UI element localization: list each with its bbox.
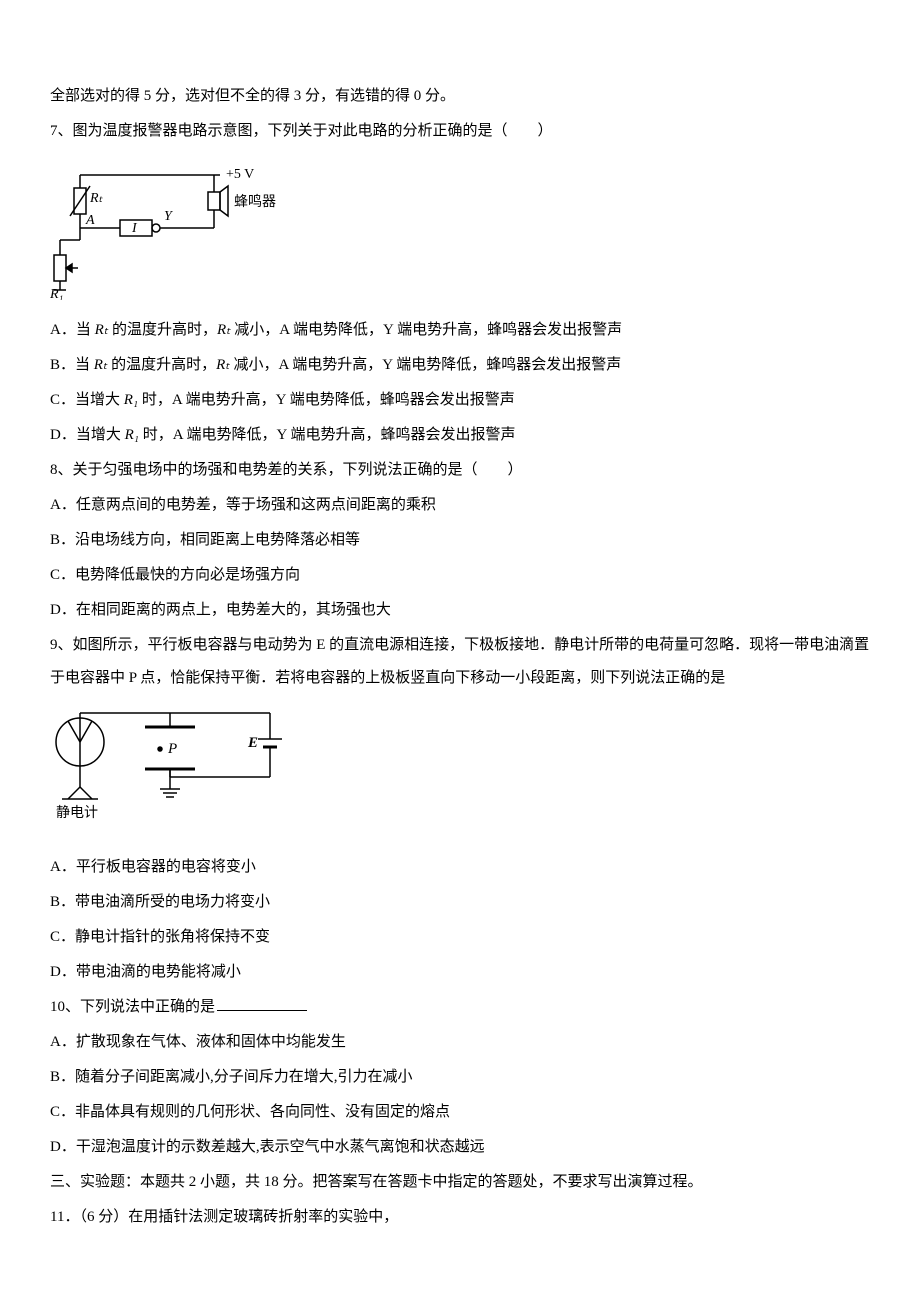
label-5v: +5 V [226,167,254,182]
q9-figure: P E 静电计 [50,707,870,837]
q7-figure: +5 V 蜂鸣器 Rₜ A Y I R₁ [50,160,870,300]
q10-option-c: C．非晶体具有规则的几何形状、各向同性、没有固定的熔点 [50,1096,870,1129]
q9-option-b: B．带电油滴所受的电场力将变小 [50,886,870,919]
q8-option-a: A．任意两点间的电势差，等于场强和这两点间距离的乘积 [50,489,870,522]
label-gate: I [131,221,138,236]
q9-stem: 9、如图所示，平行板电容器与电动势为 E 的直流电源相连接，下极板接地．静电计所… [50,629,870,695]
section-3-heading: 三、实验题：本题共 2 小题，共 18 分。把答案写在答题卡中指定的答题处，不要… [50,1166,870,1199]
label-e: E [247,735,258,751]
q10-blank [217,997,307,1011]
q7-option-b: B．当 Rₜ 的温度升高时，Rₜ 减小，A 端电势升高，Y 端电势降低，蜂鸣器会… [50,349,870,382]
q7-option-c: C．当增大 R₁ 时，A 端电势升高，Y 端电势降低，蜂鸣器会发出报警声 [50,384,870,417]
q7-option-d: D．当增大 R₁ 时，A 端电势降低，Y 端电势升高，蜂鸣器会发出报警声 [50,419,870,452]
intro-text: 全部选对的得 5 分，选对但不全的得 3 分，有选错的得 0 分。 [50,80,870,113]
label-a: A [85,213,95,228]
label-y: Y [164,209,174,224]
q8-option-d: D．在相同距离的两点上，电势差大的，其场强也大 [50,594,870,627]
q9-option-c: C．静电计指针的张角将保持不变 [50,921,870,954]
label-r1: R₁ [50,287,63,300]
label-p: P [167,741,177,757]
label-electrometer: 静电计 [56,805,98,821]
q10-option-d: D．干湿泡温度计的示数差越大,表示空气中水蒸气离饱和状态越远 [50,1131,870,1164]
q11-stem: 11．（6 分）在用插针法测定玻璃砖折射率的实验中， [50,1201,870,1234]
q8-option-c: C．电势降低最快的方向必是场强方向 [50,559,870,592]
q10-option-a: A．扩散现象在气体、液体和固体中均能发生 [50,1026,870,1059]
q10-stem: 10、下列说法中正确的是 [50,991,870,1024]
q7-stem: 7、图为温度报警器电路示意图，下列关于对此电路的分析正确的是（ ） [50,115,870,148]
q8-stem: 8、关于匀强电场中的场强和电势差的关系，下列说法正确的是（ ） [50,454,870,487]
q8-option-b: B．沿电场线方向，相同距离上电势降落必相等 [50,524,870,557]
q7-option-a: A．当 Rₜ 的温度升高时，Rₜ 减小，A 端电势降低，Y 端电势升高，蜂鸣器会… [50,314,870,347]
q9-option-a: A．平行板电容器的电容将变小 [50,851,870,884]
q10-option-b: B．随着分子间距离减小,分子间斥力在增大,引力在减小 [50,1061,870,1094]
label-rt: Rₜ [89,191,104,206]
q9-option-d: D．带电油滴的电势能将减小 [50,956,870,989]
label-buzzer: 蜂鸣器 [234,193,276,210]
